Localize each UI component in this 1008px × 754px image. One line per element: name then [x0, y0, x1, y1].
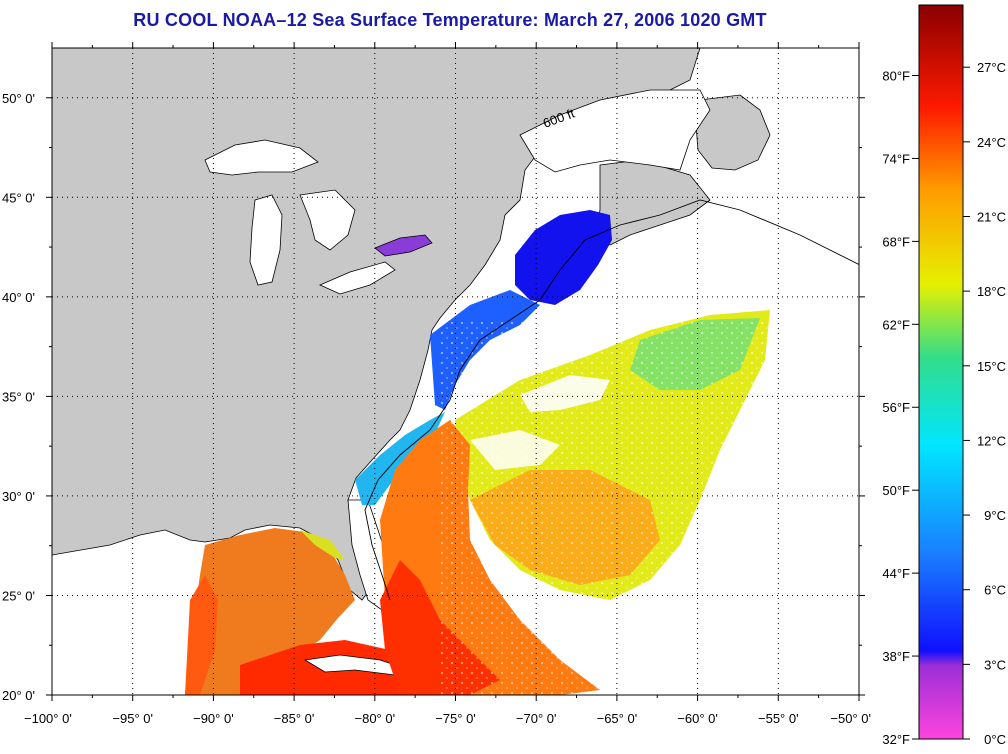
lon-tick-label: −75° 0'	[435, 711, 476, 726]
colorbar-label-f: 38°F	[882, 649, 910, 664]
sst-gulf-of-mexico	[185, 528, 355, 695]
cloud-gap-atlantic-2	[470, 430, 560, 470]
colorbar-label-c: 12°C	[977, 433, 1006, 448]
lat-tick-label: 50° 0'	[2, 91, 35, 106]
colorbar-label-c: 6°C	[984, 583, 1006, 598]
colorbar-label-f: 32°F	[882, 732, 910, 747]
sst-gulf-texas-shelf	[185, 575, 218, 695]
lake-huron	[299, 189, 356, 251]
lat-tick-label: 40° 0'	[2, 290, 35, 305]
cloud-gap-atlantic	[520, 375, 610, 412]
colorbar	[918, 4, 964, 740]
colorbar-label-f: 74°F	[882, 151, 910, 166]
colorbar-labels: 32°F 38°F 44°F 50°F 56°F 62°F 68°F 74°F 80°F 0°C 3…	[882, 60, 1006, 747]
lon-tick-label: −95° 0'	[112, 711, 153, 726]
axis-ticks: −100° 0' −95° 0' −90° 0' −85° 0' −80° 0' −75°…	[2, 42, 871, 726]
lon-tick-label: −85° 0'	[274, 711, 315, 726]
colorbar-label-c: 15°C	[977, 359, 1006, 374]
lake-michigan	[249, 194, 283, 286]
colorbar-label-c: 0°C	[984, 732, 1006, 747]
lat-tick-label: 25° 0'	[2, 588, 35, 603]
lon-tick-label: −60° 0'	[677, 711, 718, 726]
map-plot-area: 600 ft	[52, 48, 859, 695]
lon-tick-label: −55° 0'	[758, 711, 799, 726]
colorbar-label-c: 27°C	[977, 60, 1006, 75]
lake-ontario-sst	[374, 234, 433, 257]
lon-tick-label: −100° 0'	[24, 711, 72, 726]
lon-tick-label: −90° 0'	[193, 711, 234, 726]
colorbar-label-c: 21°C	[977, 209, 1006, 224]
cloud-speckle-overlay	[440, 320, 780, 695]
sst-gulf-yellow-coast	[300, 530, 345, 560]
colorbar-label-c: 3°C	[984, 657, 1006, 672]
colorbar-label-f: 56°F	[882, 400, 910, 415]
lon-tick-label: −65° 0'	[597, 711, 638, 726]
land-newfoundland	[695, 94, 771, 171]
lat-tick-label: 30° 0'	[2, 489, 35, 504]
lon-tick-label: −50° 0'	[830, 711, 871, 726]
colorbar-label-c: 9°C	[984, 508, 1006, 523]
colorbar-gradient	[918, 4, 964, 740]
colorbar-label-c: 24°C	[977, 135, 1006, 150]
colorbar-label-f: 62°F	[882, 317, 910, 332]
lat-tick-label: 45° 0'	[2, 190, 35, 205]
map-title: RU COOL NOAA–12 Sea Surface Temperature:…	[133, 10, 767, 30]
colorbar-label-f: 50°F	[882, 483, 910, 498]
lon-tick-label: −70° 0'	[516, 711, 557, 726]
lon-tick-label: −80° 0'	[355, 711, 396, 726]
colorbar-label-f: 44°F	[882, 566, 910, 581]
lat-tick-label: 35° 0'	[2, 389, 35, 404]
lat-tick-label: 20° 0'	[2, 688, 35, 703]
colorbar-label-f: 80°F	[882, 68, 910, 83]
lake-superior	[204, 139, 319, 176]
sst-gulf-of-maine-cold	[515, 210, 612, 305]
map-frame	[51, 47, 860, 696]
lake-erie	[319, 261, 396, 295]
st-lawrence-gulf	[519, 89, 711, 173]
isobath-600ft	[364, 199, 859, 601]
colorbar-label-c: 18°C	[977, 284, 1006, 299]
colorbar-label-f: 68°F	[882, 234, 910, 249]
